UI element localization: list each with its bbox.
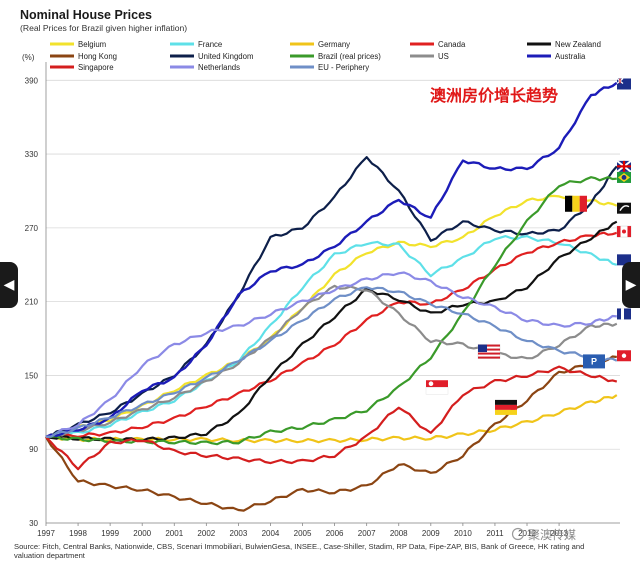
eu-periphery-marker: [583, 354, 605, 369]
flag-detail: [622, 229, 626, 234]
y-axis-label: (%): [22, 53, 35, 62]
series-line-australia: [45, 81, 618, 439]
legend-label: United Kingdom: [198, 52, 253, 61]
legend-label: Australia: [555, 52, 586, 61]
chevron-right-icon: ▶: [625, 277, 637, 293]
series-line-united-kingdom: [45, 156, 618, 438]
x-tick-label: 2005: [294, 529, 312, 538]
flag-detail: [621, 353, 627, 358]
x-tick-label: 2000: [133, 529, 151, 538]
france-flag: [617, 254, 631, 266]
flag-detail: [428, 381, 434, 387]
axes: 1997 1998 1999 2000 2001 2002 2003 2004 2005 2006…: [37, 62, 620, 538]
x-tick-label: 2011: [486, 529, 504, 538]
legend-label: Germany: [318, 40, 350, 49]
x-tick-label: 2003: [230, 529, 248, 538]
legend-label: Belgium: [78, 40, 106, 49]
flag-detail: [495, 404, 517, 410]
legend-label: New Zealand: [555, 40, 601, 49]
flag-detail: [478, 348, 500, 351]
australia-flag: [617, 78, 631, 90]
source-note-box: Source: Fitch, Central Banks, Nationwide…: [14, 542, 585, 560]
flag-detail: [627, 226, 631, 238]
flag-detail: [572, 195, 580, 212]
x-tick-label: 2010: [454, 529, 472, 538]
flag-detail: [478, 344, 487, 353]
y-tick-label: 390: [25, 76, 39, 85]
flag-detail: [621, 175, 627, 180]
series-line-france: [45, 235, 618, 438]
x-tick-label: 2008: [390, 529, 408, 538]
flag-detail: [478, 352, 500, 355]
flags-layer: P: [425, 78, 632, 415]
series-layer: [45, 81, 618, 512]
x-tick-label: 2004: [262, 529, 280, 538]
y-tick-label: 90: [29, 445, 38, 454]
y-tick-label: 150: [25, 371, 39, 380]
next-arrow-button[interactable]: ▶: [622, 262, 640, 308]
source-note: Source: Fitch, Central Banks, Nationwide…: [14, 542, 585, 560]
x-tick-label: 1999: [101, 529, 119, 538]
chart-title: Nominal House Prices: [20, 8, 152, 22]
legend-label: Hong Kong: [78, 52, 117, 61]
singapore-flag: [426, 380, 448, 388]
flag-detail: [495, 409, 517, 415]
watermark-text: 聚澳传媒: [528, 527, 576, 542]
flag-detail: [617, 226, 621, 238]
legend-label: Netherlands: [198, 63, 240, 72]
y-tick-label: 270: [25, 224, 39, 233]
legend: Belgium France Germany Canada New Zealand Hon…: [50, 40, 601, 72]
series-line-us: [45, 284, 618, 438]
series-line-netherlands: [45, 271, 617, 438]
y-tick-label: 330: [25, 150, 39, 159]
y-tick-label: 210: [25, 298, 39, 307]
watermark-icon: [511, 527, 525, 541]
legend-label: Canada: [438, 40, 466, 49]
chart-subtitle: (Real Prices for Brazil given higher inf…: [20, 23, 187, 33]
legend-label: Singapore: [78, 63, 114, 72]
x-tick-label: 2009: [422, 529, 440, 538]
series-line-hong-kong: [45, 355, 617, 512]
flag-detail: [425, 387, 449, 395]
chart-annotation: 澳洲房价增长趋势: [430, 86, 558, 105]
chevron-left-icon: ◀: [3, 277, 15, 293]
y-tick-label: 30: [29, 519, 38, 528]
x-tick-label: 2006: [326, 529, 344, 538]
legend-label: US: [438, 52, 449, 61]
legend-label: Brazil (real prices): [318, 52, 381, 61]
series-line-eu-periphery: [45, 286, 618, 438]
x-tick-label: 2013: [550, 529, 568, 538]
series-line-germany: [45, 394, 618, 444]
legend-label: France: [198, 40, 222, 49]
flag-detail: [621, 308, 624, 320]
x-tick-label: 2001: [165, 529, 183, 538]
x-tick-label: 2007: [358, 529, 376, 538]
previous-arrow-button[interactable]: ◀: [0, 262, 18, 308]
flag-detail: [579, 195, 587, 212]
belgium-flag: [565, 195, 573, 212]
x-tick-label: 1998: [69, 529, 87, 538]
eu-periphery-marker-label: P: [591, 356, 597, 366]
series-line-singapore: [45, 365, 618, 471]
x-tick-label: 2012: [518, 529, 536, 538]
flag-detail: [619, 205, 630, 212]
x-tick-label: 2002: [197, 529, 215, 538]
germany-flag: [495, 399, 517, 405]
legend-label: EU - Periphery: [318, 63, 369, 72]
watermark: 聚澳传媒: [511, 527, 576, 542]
flag-detail: [478, 356, 500, 359]
flag-detail: [478, 344, 500, 347]
series-line-canada: [45, 231, 618, 440]
nz-flag: [617, 202, 631, 214]
x-tick-label: 1997: [37, 529, 55, 538]
